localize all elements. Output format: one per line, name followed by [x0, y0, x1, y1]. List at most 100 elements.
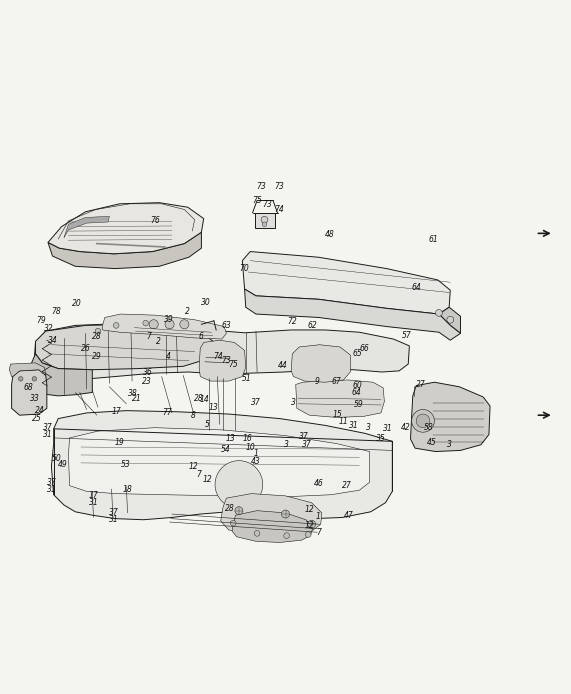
Text: 27: 27 [342, 481, 352, 490]
Polygon shape [242, 251, 451, 314]
Text: 12: 12 [202, 475, 212, 484]
Text: 61: 61 [428, 235, 438, 244]
Text: 3: 3 [284, 440, 289, 448]
Text: 42: 42 [401, 423, 411, 432]
Text: 37: 37 [302, 440, 312, 448]
Circle shape [447, 316, 454, 323]
Text: 31: 31 [349, 421, 359, 430]
Text: 38: 38 [128, 389, 138, 398]
Text: 49: 49 [58, 459, 67, 468]
Text: 31: 31 [89, 498, 98, 507]
Text: 7: 7 [196, 470, 202, 479]
Text: 74: 74 [274, 205, 284, 214]
Text: 2: 2 [186, 307, 190, 316]
Circle shape [308, 520, 316, 528]
Circle shape [261, 217, 268, 223]
Circle shape [235, 507, 243, 515]
Text: 17: 17 [111, 407, 121, 416]
Circle shape [165, 320, 174, 329]
Text: 33: 33 [30, 394, 40, 403]
Text: 10: 10 [246, 443, 255, 452]
Text: 64: 64 [351, 388, 361, 397]
Polygon shape [51, 411, 392, 520]
Text: 73: 73 [274, 182, 284, 191]
Text: 37: 37 [109, 508, 119, 517]
Polygon shape [199, 340, 246, 381]
Text: 34: 34 [47, 336, 58, 345]
Text: 43: 43 [251, 457, 261, 466]
Polygon shape [29, 354, 93, 396]
Polygon shape [64, 217, 110, 238]
Text: 47: 47 [344, 511, 354, 520]
Polygon shape [291, 345, 350, 382]
Text: 19: 19 [115, 438, 124, 447]
Text: 36: 36 [143, 368, 153, 377]
Text: 79: 79 [37, 316, 46, 325]
Text: 50: 50 [52, 454, 62, 463]
Text: 60: 60 [352, 381, 362, 390]
Text: 37: 37 [251, 398, 261, 407]
Text: 12: 12 [304, 505, 314, 514]
Polygon shape [34, 323, 409, 382]
Text: 16: 16 [243, 434, 252, 443]
Circle shape [412, 409, 435, 432]
Text: 28: 28 [194, 394, 204, 403]
Text: 51: 51 [242, 374, 252, 383]
Text: 37: 37 [43, 423, 53, 432]
Polygon shape [221, 493, 322, 534]
Circle shape [305, 532, 311, 537]
Circle shape [149, 320, 158, 329]
Text: 11: 11 [339, 417, 348, 426]
Text: 73: 73 [262, 201, 272, 210]
Text: 8: 8 [191, 412, 196, 421]
Text: 25: 25 [32, 414, 42, 423]
Polygon shape [439, 307, 461, 333]
Text: 3: 3 [447, 440, 452, 448]
Text: 59: 59 [353, 400, 363, 409]
Text: 48: 48 [325, 230, 335, 239]
Circle shape [436, 310, 443, 316]
Text: 66: 66 [359, 344, 369, 353]
Text: 23: 23 [142, 377, 152, 386]
Text: 27: 27 [416, 380, 425, 389]
Text: 3: 3 [366, 423, 371, 432]
Text: 70: 70 [240, 264, 250, 273]
Text: 67: 67 [332, 377, 341, 386]
Text: 37: 37 [46, 477, 57, 486]
Text: 1: 1 [316, 512, 321, 520]
Text: 13: 13 [226, 434, 235, 443]
Text: 1: 1 [254, 449, 259, 458]
Text: 6: 6 [199, 332, 204, 341]
Text: 54: 54 [220, 446, 230, 455]
Circle shape [416, 414, 430, 428]
Text: 73: 73 [222, 355, 231, 364]
Text: 15: 15 [333, 409, 343, 418]
Polygon shape [255, 213, 275, 228]
Text: 9: 9 [315, 377, 320, 386]
Circle shape [230, 520, 236, 526]
Text: 62: 62 [308, 321, 317, 330]
Text: 39: 39 [163, 314, 174, 323]
Text: 26: 26 [81, 344, 90, 353]
Text: 57: 57 [402, 331, 412, 340]
Text: 12: 12 [188, 462, 198, 471]
Polygon shape [9, 363, 46, 377]
Text: 24: 24 [35, 405, 45, 414]
Text: 14: 14 [200, 395, 210, 404]
Text: 4: 4 [166, 352, 171, 361]
Text: 78: 78 [51, 307, 61, 316]
Text: 76: 76 [150, 217, 160, 226]
Circle shape [282, 510, 289, 518]
Polygon shape [296, 380, 384, 418]
Polygon shape [411, 382, 490, 452]
Polygon shape [48, 232, 202, 269]
Text: 30: 30 [201, 298, 211, 307]
Text: 7: 7 [147, 332, 151, 341]
Text: 77: 77 [162, 408, 172, 417]
Text: 5: 5 [204, 420, 210, 429]
Circle shape [113, 323, 119, 328]
Circle shape [284, 533, 289, 539]
Text: 35: 35 [376, 434, 386, 443]
Text: 45: 45 [427, 438, 437, 447]
Polygon shape [35, 324, 218, 370]
